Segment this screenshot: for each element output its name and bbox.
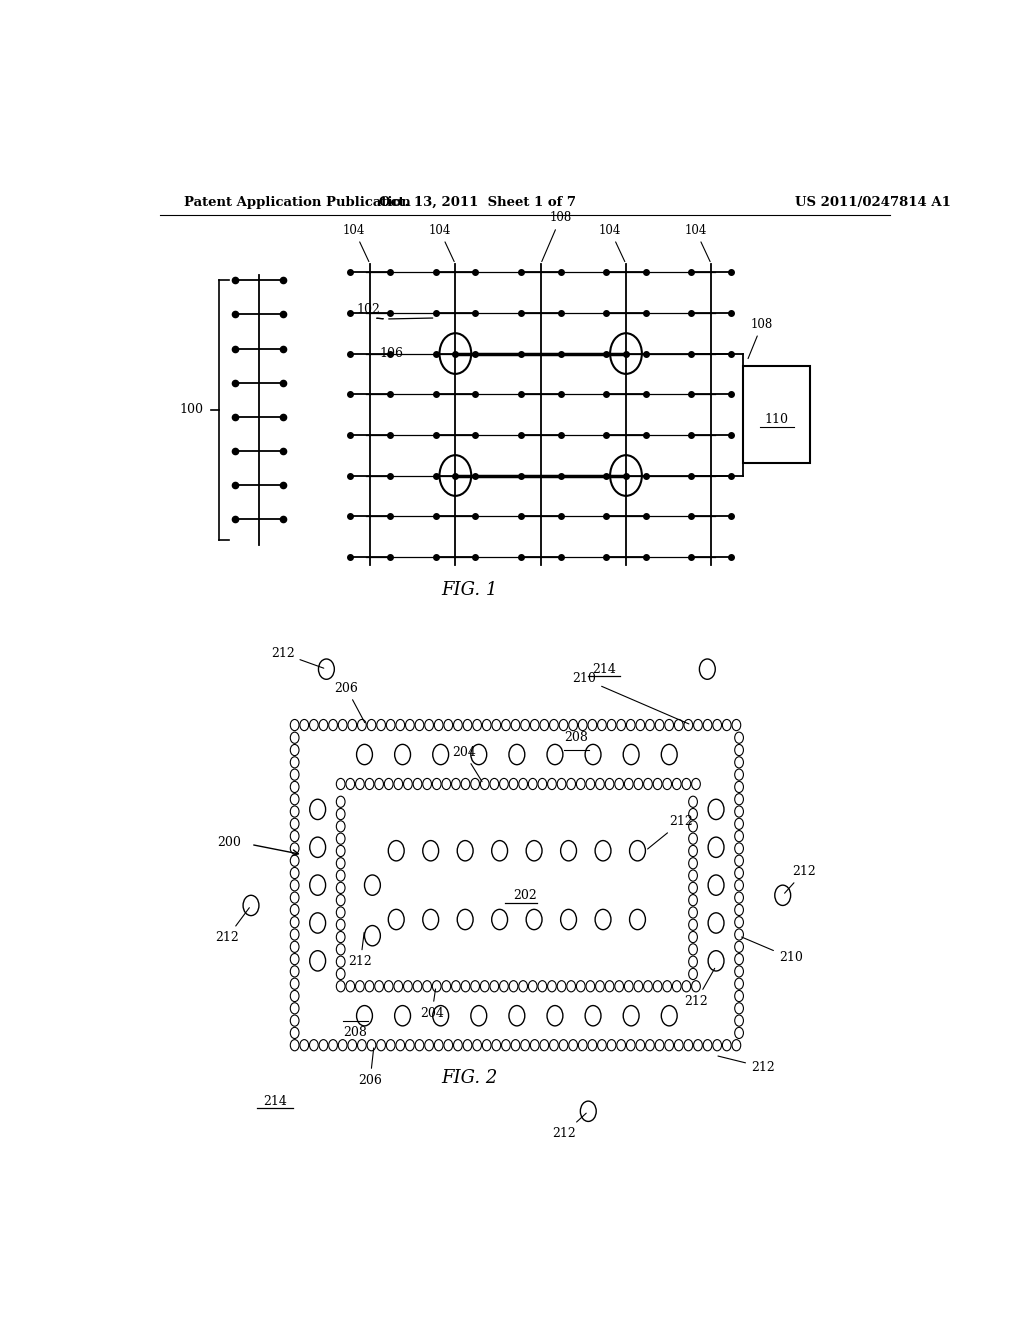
Text: 104: 104 bbox=[684, 223, 710, 261]
Text: 100: 100 bbox=[179, 404, 204, 416]
Text: Oct. 13, 2011  Sheet 1 of 7: Oct. 13, 2011 Sheet 1 of 7 bbox=[379, 195, 575, 209]
Text: 212: 212 bbox=[215, 908, 250, 944]
Text: 108: 108 bbox=[749, 318, 773, 359]
Text: 108: 108 bbox=[542, 211, 571, 261]
Text: 208: 208 bbox=[564, 731, 589, 744]
Text: 214: 214 bbox=[592, 663, 616, 676]
Text: 110: 110 bbox=[765, 413, 788, 426]
Text: 212: 212 bbox=[784, 865, 816, 894]
Text: 212: 212 bbox=[348, 932, 373, 969]
Text: 104: 104 bbox=[599, 223, 625, 261]
Text: 210: 210 bbox=[741, 937, 803, 965]
Text: 104: 104 bbox=[343, 223, 369, 261]
Text: 210: 210 bbox=[572, 672, 689, 723]
Text: 212: 212 bbox=[553, 1113, 587, 1139]
Text: 212: 212 bbox=[718, 1056, 775, 1073]
Text: 102: 102 bbox=[356, 304, 380, 315]
Text: 200: 200 bbox=[217, 836, 241, 849]
Text: 212: 212 bbox=[270, 647, 324, 668]
Text: 214: 214 bbox=[263, 1094, 287, 1107]
Text: US 2011/0247814 A1: US 2011/0247814 A1 bbox=[795, 195, 950, 209]
Text: FIG. 2: FIG. 2 bbox=[441, 1069, 498, 1088]
Text: 204: 204 bbox=[452, 746, 482, 781]
Text: Patent Application Publication: Patent Application Publication bbox=[183, 195, 411, 209]
Bar bbox=[743, 366, 811, 463]
Text: FIG. 1: FIG. 1 bbox=[441, 581, 498, 599]
Text: 212: 212 bbox=[684, 969, 715, 1007]
Text: 202: 202 bbox=[513, 888, 537, 902]
Text: 204: 204 bbox=[420, 989, 444, 1020]
Text: 104: 104 bbox=[428, 223, 455, 261]
Text: 206: 206 bbox=[358, 1048, 382, 1086]
Text: 208: 208 bbox=[343, 1026, 367, 1039]
Text: 106: 106 bbox=[380, 347, 403, 360]
Text: 212: 212 bbox=[647, 816, 693, 849]
Text: 206: 206 bbox=[334, 681, 365, 722]
